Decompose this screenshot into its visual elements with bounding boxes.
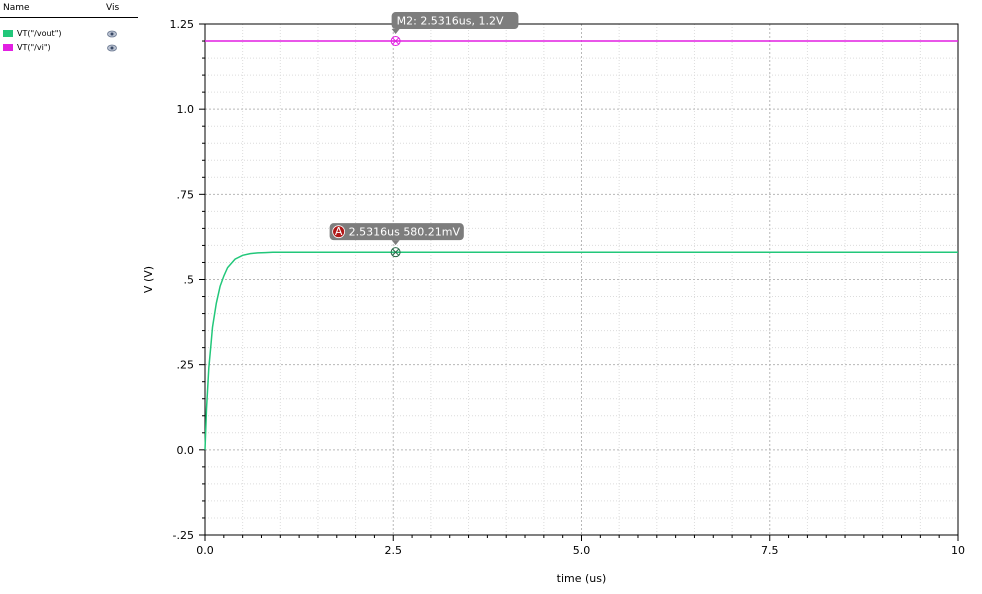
marker-cross <box>392 248 400 256</box>
legend-swatch-vout <box>3 30 13 37</box>
y-tick-label: .25 <box>177 359 195 372</box>
marker-cross <box>392 37 400 45</box>
marker-point <box>390 247 401 258</box>
legend-header-name: Name <box>3 3 30 13</box>
y-tick-label: 1.0 <box>177 103 195 116</box>
x-tick-label: 5.0 <box>573 544 591 557</box>
x-axis-title: time (us) <box>557 572 607 585</box>
series-layer <box>204 40 958 450</box>
legend-label-vi: VT("/vi") <box>17 43 51 52</box>
marker-badge-letter: A <box>335 225 343 238</box>
marker-label-box <box>391 12 519 30</box>
y-tick-label: 1.25 <box>170 18 195 31</box>
grid <box>205 24 958 535</box>
x-tick-label: 7.5 <box>761 544 779 557</box>
marker-layer: M2: 2.5316us, 1.2V A 2.5316us 580.21mV <box>329 12 519 258</box>
x-tick-label: 2.5 <box>385 544 403 557</box>
marker-M2[interactable]: M2: 2.5316us, 1.2V <box>390 12 519 47</box>
marker-label-pointer <box>391 240 400 246</box>
eye-icon[interactable] <box>107 44 117 52</box>
marker-A[interactable]: A 2.5316us 580.21mV <box>329 223 464 258</box>
y-tick-label: .5 <box>184 274 195 287</box>
legend-header-vis: Vis <box>106 3 120 13</box>
marker-label-text: M2: 2.5316us, 1.2V <box>397 15 504 28</box>
eye-icon[interactable] <box>107 30 117 38</box>
marker-point <box>390 36 401 47</box>
series-line-vout[interactable] <box>204 251 958 450</box>
legend-label-vout: VT("/vout") <box>17 29 62 38</box>
marker-label-pointer <box>391 29 400 35</box>
y-axis-title: V (V) <box>142 266 155 293</box>
marker-badge-icon <box>332 225 346 239</box>
marker-label-box <box>329 223 464 241</box>
y-tick-label: .75 <box>177 188 195 201</box>
legend-item-vi[interactable]: VT("/vi") <box>0 41 138 55</box>
axis-ticks: 0.0 2.5 5.0 7.5 10-.250.0.25.5.751.01.25 <box>170 18 966 557</box>
legend-item-vout[interactable]: VT("/vout") <box>0 27 138 41</box>
y-tick-label: -.25 <box>173 529 194 542</box>
x-tick-label: 10 <box>951 544 965 557</box>
legend-header: Name Vis <box>0 0 138 18</box>
y-tick-label: 0.0 <box>177 444 195 457</box>
x-tick-label: 0.0 <box>196 544 214 557</box>
legend-panel: Name Vis VT("/vout") VT("/vi") <box>0 0 140 70</box>
marker-label-text: 2.5316us 580.21mV <box>349 226 461 239</box>
legend-swatch-vi <box>3 44 13 51</box>
